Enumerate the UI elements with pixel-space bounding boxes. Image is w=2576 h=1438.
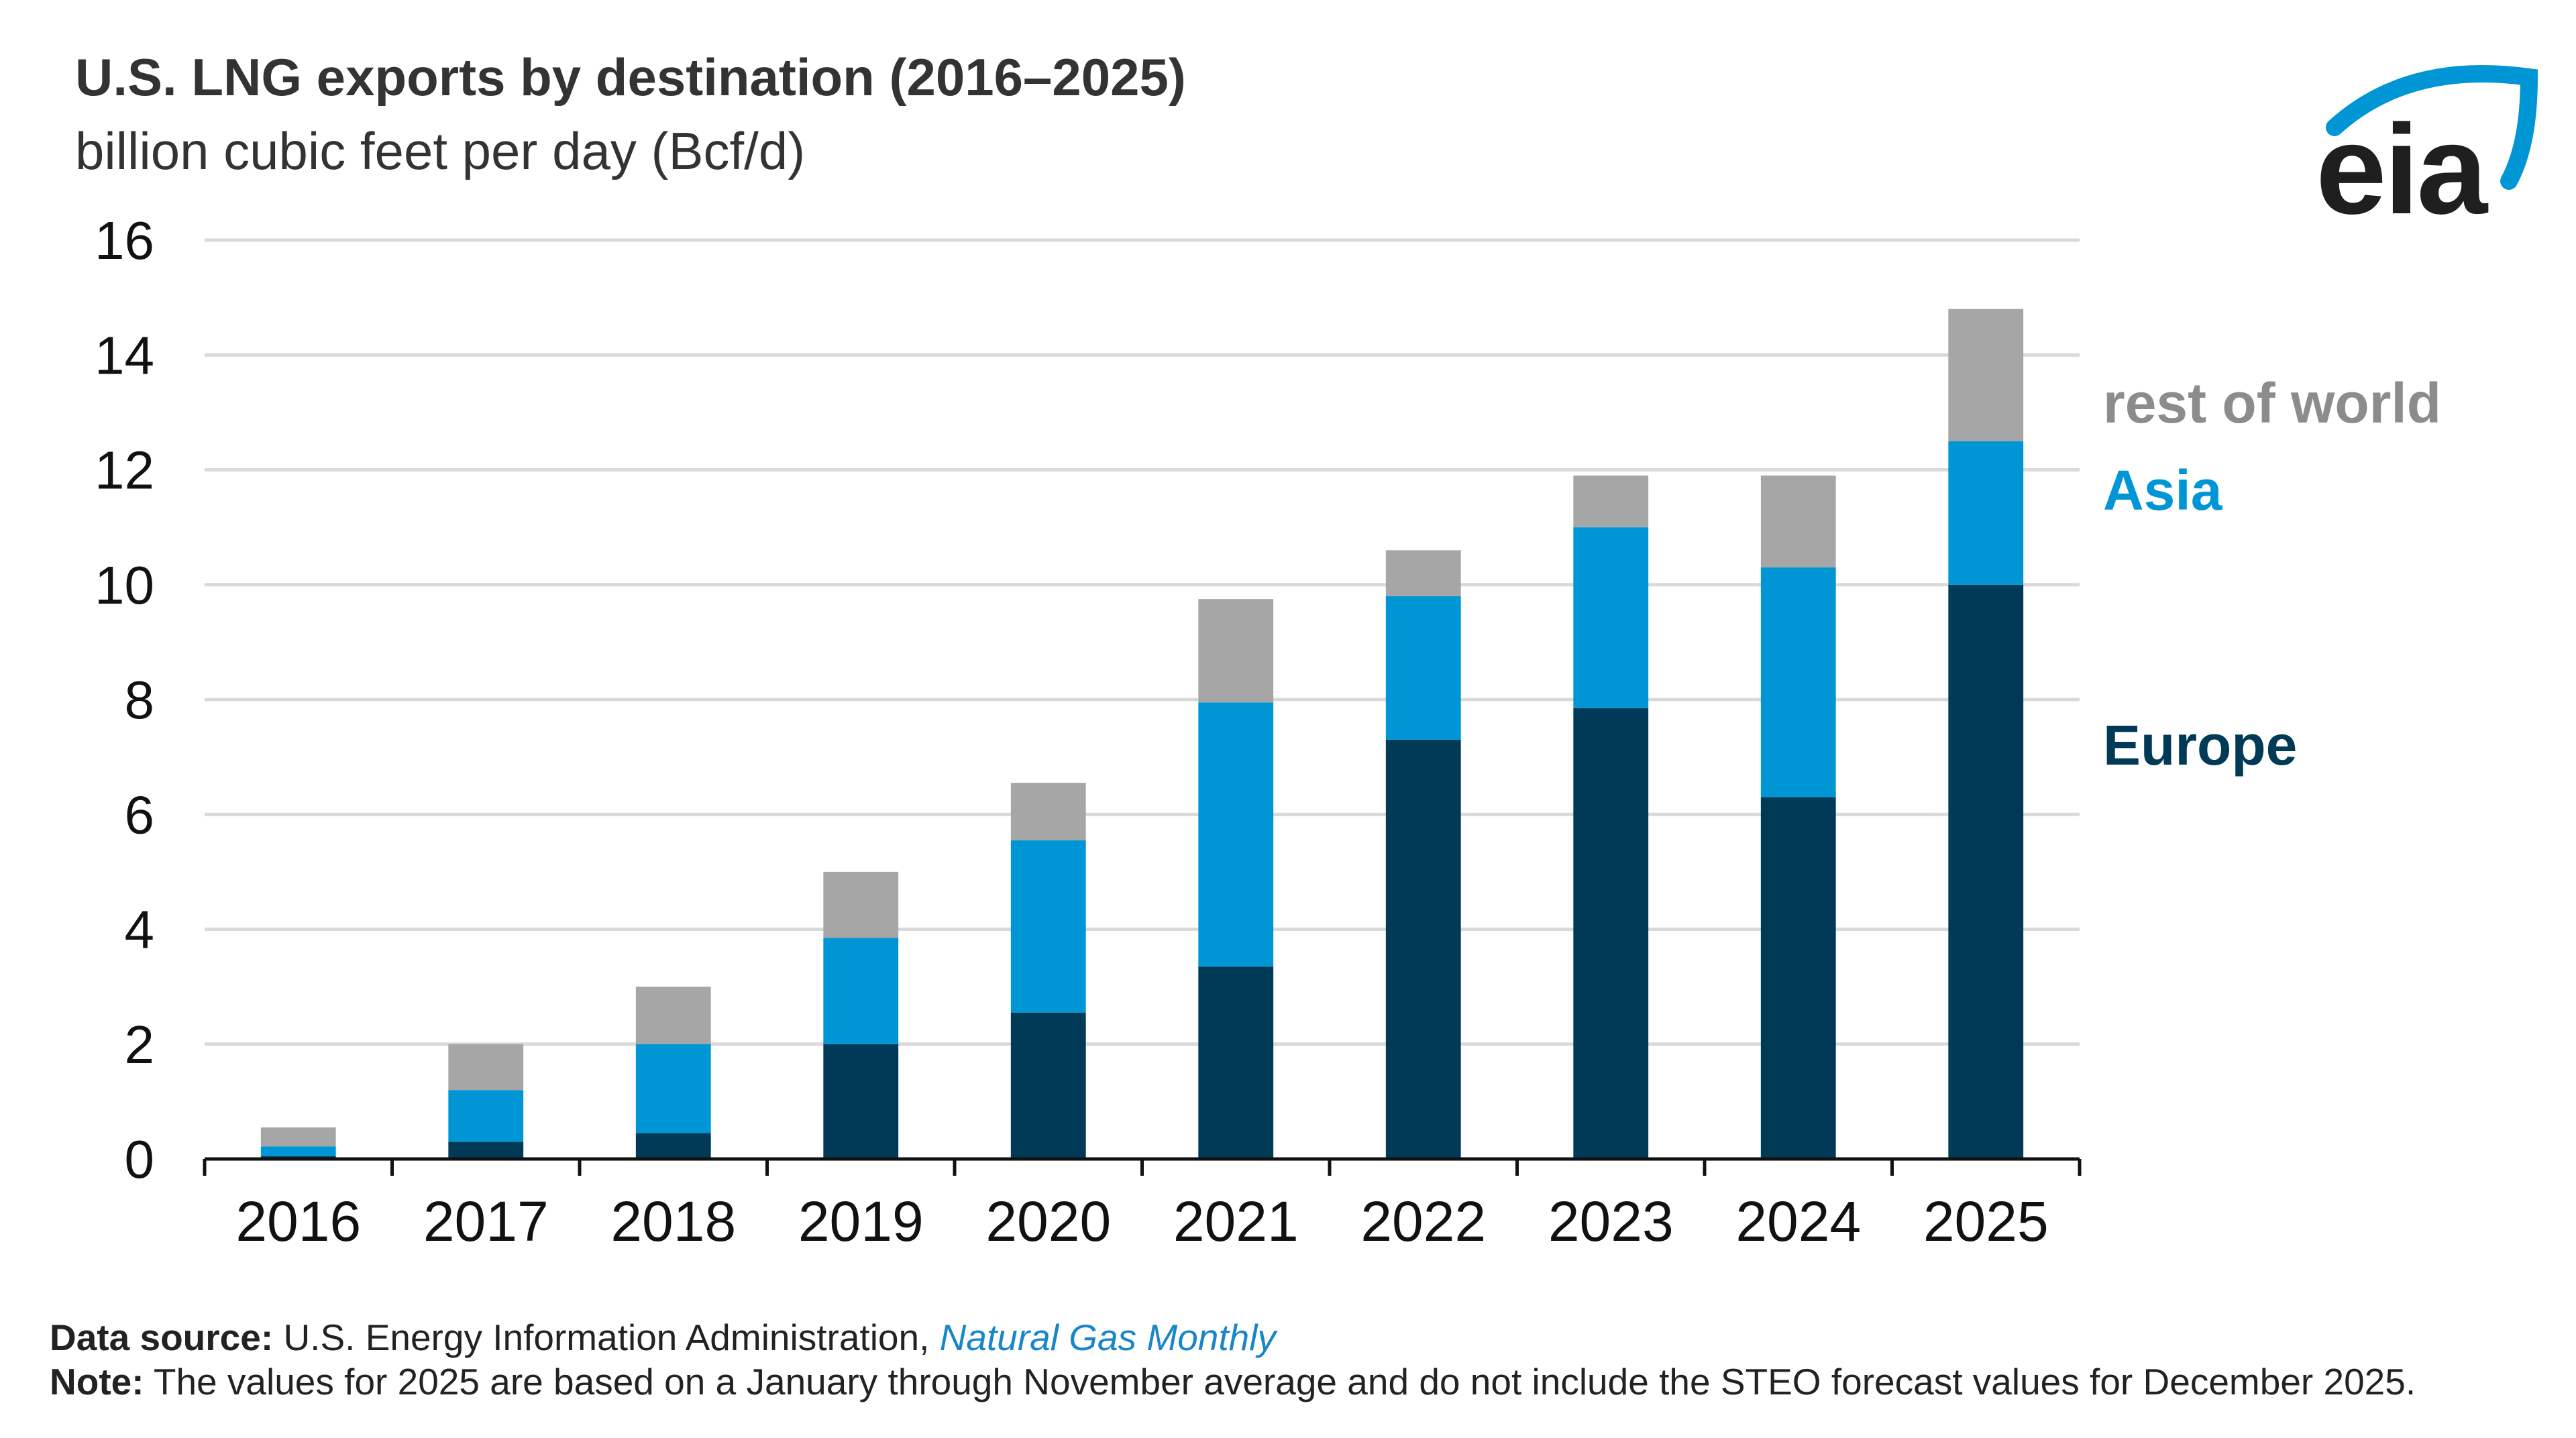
bar-rest-of-world-2024 (1760, 476, 1836, 568)
x-tick-label-2016: 2016 (235, 1190, 361, 1253)
bar-rest-of-world-2021 (1198, 599, 1274, 703)
x-tick-label-2018: 2018 (610, 1190, 736, 1253)
bar-rest-of-world-2017 (448, 1044, 524, 1091)
bar-rest-of-world-2019 (823, 871, 899, 938)
bar-rest-of-world-2022 (1385, 550, 1461, 596)
note-text: The values for 2025 are based on a Janua… (153, 1361, 2416, 1402)
bar-europe-2018 (635, 1133, 711, 1159)
bar-asia-2025 (1948, 441, 2024, 585)
bar-europe-2017 (448, 1142, 524, 1159)
y-tick-label-12: 12 (95, 441, 154, 500)
chart-title: U.S. LNG exports by destination (2016–20… (75, 48, 1186, 107)
eia-logo: eia (2308, 47, 2549, 233)
source-label: Data source: (50, 1317, 274, 1358)
x-tick-label-2017: 2017 (423, 1190, 549, 1253)
bar-europe-2025 (1948, 584, 2024, 1159)
y-tick-label-16: 16 (95, 211, 154, 270)
chart-subtitle: billion cubic feet per day (Bcf/d) (75, 121, 806, 180)
bar-asia-2017 (448, 1090, 524, 1142)
x-tick-label-2019: 2019 (798, 1190, 924, 1253)
legend-europe: Europe (2103, 714, 2297, 777)
bar-europe-2024 (1760, 797, 1836, 1159)
bar-rest-of-world-2020 (1010, 783, 1086, 840)
bar-asia-2022 (1385, 596, 1461, 740)
bar-asia-2018 (635, 1044, 711, 1133)
bar-chart: 0 2 4 6 8 10 12 14 16 2016 2017 2018 2019 2020 2021 202… (95, 211, 2441, 1253)
bar-asia-2023 (1573, 527, 1649, 708)
x-tick-label-2020: 2020 (985, 1190, 1111, 1253)
x-tick-label-2023: 2023 (1548, 1190, 1674, 1253)
bar-europe-2022 (1385, 739, 1461, 1159)
bar-europe-2023 (1573, 708, 1649, 1159)
y-tick-label-14: 14 (95, 325, 154, 385)
bar-europe-2020 (1010, 1012, 1086, 1159)
bar-asia-2019 (823, 938, 899, 1044)
y-tick-label-2: 2 (125, 1015, 155, 1074)
x-tick-label-2021: 2021 (1173, 1190, 1299, 1253)
legend: rest of world Asia Europe (2103, 372, 2441, 777)
bar-asia-2016 (260, 1146, 336, 1156)
x-tick-label-2025: 2025 (1923, 1190, 2049, 1253)
y-tick-label-8: 8 (125, 670, 155, 730)
bar-europe-2019 (823, 1044, 899, 1159)
footer-note: Note: The values for 2025 are based on a… (50, 1360, 2416, 1403)
y-tick-label-10: 10 (95, 555, 154, 615)
y-tick-label-4: 4 (125, 900, 155, 960)
bar-asia-2020 (1010, 840, 1086, 1013)
bar-rest-of-world-2025 (1948, 309, 2024, 441)
bar-europe-2021 (1198, 966, 1274, 1159)
axis-labels: 0 2 4 6 8 10 12 14 16 2016 2017 2018 2019 2020 2021 202… (95, 211, 2049, 1253)
y-tick-label-6: 6 (125, 785, 155, 844)
bar-asia-2021 (1198, 702, 1274, 967)
source-link[interactable]: Natural Gas Monthly (939, 1317, 1276, 1358)
legend-rest-of-world: rest of world (2103, 372, 2441, 435)
x-tick-label-2022: 2022 (1360, 1190, 1486, 1253)
bar-asia-2024 (1760, 567, 1836, 797)
note-label: Note: (50, 1361, 144, 1402)
bar-rest-of-world-2018 (635, 987, 711, 1044)
logo-text: eia (2316, 99, 2487, 241)
legend-asia: Asia (2103, 459, 2223, 522)
footer-source: Data source: U.S. Energy Information Adm… (50, 1316, 1276, 1359)
source-text: U.S. Energy Information Administration, (283, 1317, 930, 1358)
bars (260, 309, 2024, 1159)
bar-rest-of-world-2016 (260, 1127, 336, 1147)
x-tick-label-2024: 2024 (1735, 1190, 1861, 1253)
logo-arc-icon (2326, 65, 2538, 190)
x-axis (203, 1157, 2082, 1176)
y-tick-label-0: 0 (125, 1129, 155, 1189)
bar-rest-of-world-2023 (1573, 476, 1649, 528)
